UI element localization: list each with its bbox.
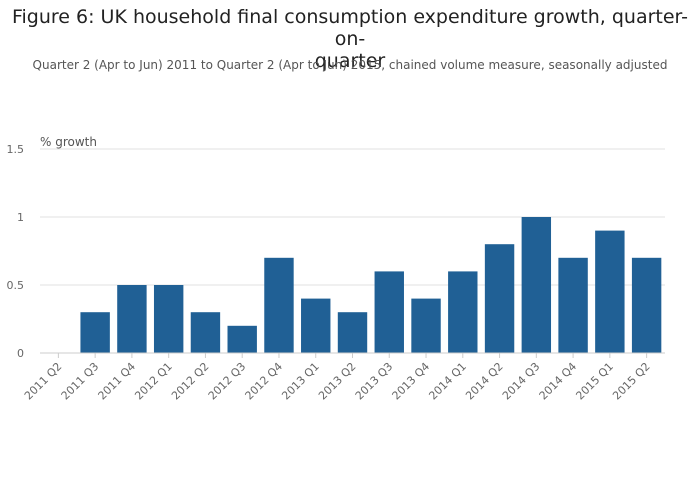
- bar-2011-q3: [80, 312, 110, 353]
- x-tick-label: 2011 Q4: [95, 360, 138, 403]
- bar-2013-q1: [301, 298, 331, 353]
- x-tick-label: 2015 Q1: [573, 360, 616, 403]
- bar-2014-q1: [448, 271, 478, 353]
- x-tick-label: 2015 Q2: [610, 360, 653, 403]
- chart-title-line-2: quarter: [314, 50, 386, 72]
- x-tick-label: 2014 Q2: [463, 360, 506, 403]
- y-tick-label: 0: [17, 347, 24, 360]
- bar-2014-q2: [484, 244, 515, 353]
- x-tick-label: 2012 Q2: [169, 360, 212, 403]
- x-tick-label: 2011 Q3: [59, 360, 102, 403]
- x-tick-label: 2014 Q3: [500, 360, 543, 403]
- x-tick-label: 2011 Q2: [22, 360, 65, 403]
- x-tick-label: 2012 Q3: [206, 360, 249, 403]
- x-tick-label: 2014 Q1: [426, 360, 469, 403]
- x-tick-label: 2012 Q1: [132, 360, 175, 403]
- bar-2012-q4: [264, 257, 294, 353]
- bar-2015-q1: [595, 230, 625, 353]
- chart-title: Figure 6: UK household final consumption…: [0, 6, 700, 72]
- x-tick-label: 2014 Q4: [537, 360, 580, 403]
- y-axis-label: % growth: [40, 135, 97, 149]
- y-tick-label: 0.5: [7, 279, 25, 292]
- bar-2011-q4: [117, 285, 147, 353]
- bars: [80, 217, 662, 353]
- bar-2014-q3: [521, 217, 552, 353]
- bar-2013-q4: [411, 298, 441, 353]
- y-tick-label: 1.5: [7, 143, 25, 156]
- bar-2012-q3: [227, 325, 257, 353]
- x-tick-label: 2013 Q3: [353, 360, 396, 403]
- bar-2013-q3: [374, 271, 404, 353]
- bar-2013-q2: [337, 312, 368, 353]
- bar-2014-q4: [558, 257, 588, 353]
- x-tick-label: 2013 Q2: [316, 360, 359, 403]
- bar-2012-q2: [190, 312, 221, 353]
- chart-subtitle: Quarter 2 (Apr to Jun) 2011 to Quarter 2…: [32, 58, 668, 72]
- x-tick-label: 2013 Q1: [279, 360, 322, 403]
- bar-2012-q1: [153, 285, 184, 353]
- x-tick-label: 2013 Q4: [390, 360, 433, 403]
- chart-title-line-1: Figure 6: UK household final consumption…: [11, 6, 689, 50]
- bar-2015-q2: [631, 257, 662, 353]
- x-tick-label: 2012 Q4: [243, 360, 286, 403]
- y-tick-label: 1: [17, 211, 24, 224]
- y-axis-ticks: 0 0.5 1 1.5: [7, 143, 25, 360]
